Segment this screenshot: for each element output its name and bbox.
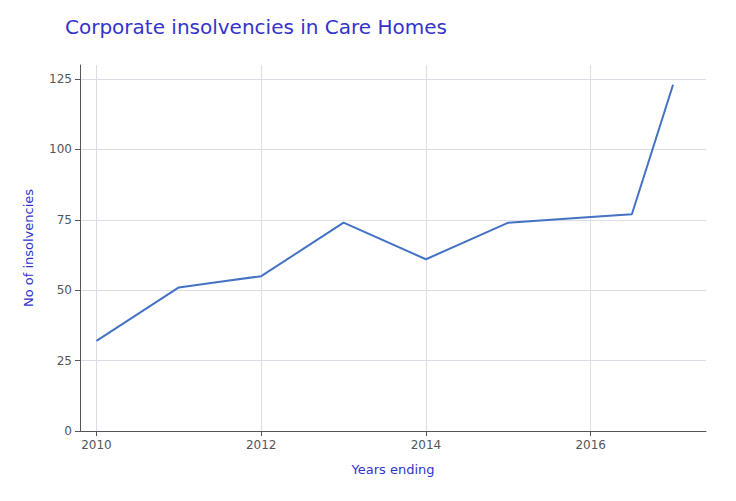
svg-text:2012: 2012	[246, 438, 277, 452]
svg-text:Years ending: Years ending	[350, 462, 434, 477]
svg-text:0: 0	[64, 424, 72, 438]
svg-text:2016: 2016	[575, 438, 606, 452]
svg-text:2014: 2014	[411, 438, 442, 452]
svg-text:50: 50	[57, 283, 72, 297]
svg-text:125: 125	[49, 72, 72, 86]
svg-text:75: 75	[57, 213, 72, 227]
svg-text:100: 100	[49, 142, 72, 156]
svg-text:25: 25	[57, 354, 72, 368]
svg-text:No of insolvencies: No of insolvencies	[21, 189, 36, 307]
svg-text:2010: 2010	[81, 438, 112, 452]
svg-text:Corporate insolvencies in Care: Corporate insolvencies in Care Homes	[65, 15, 447, 39]
